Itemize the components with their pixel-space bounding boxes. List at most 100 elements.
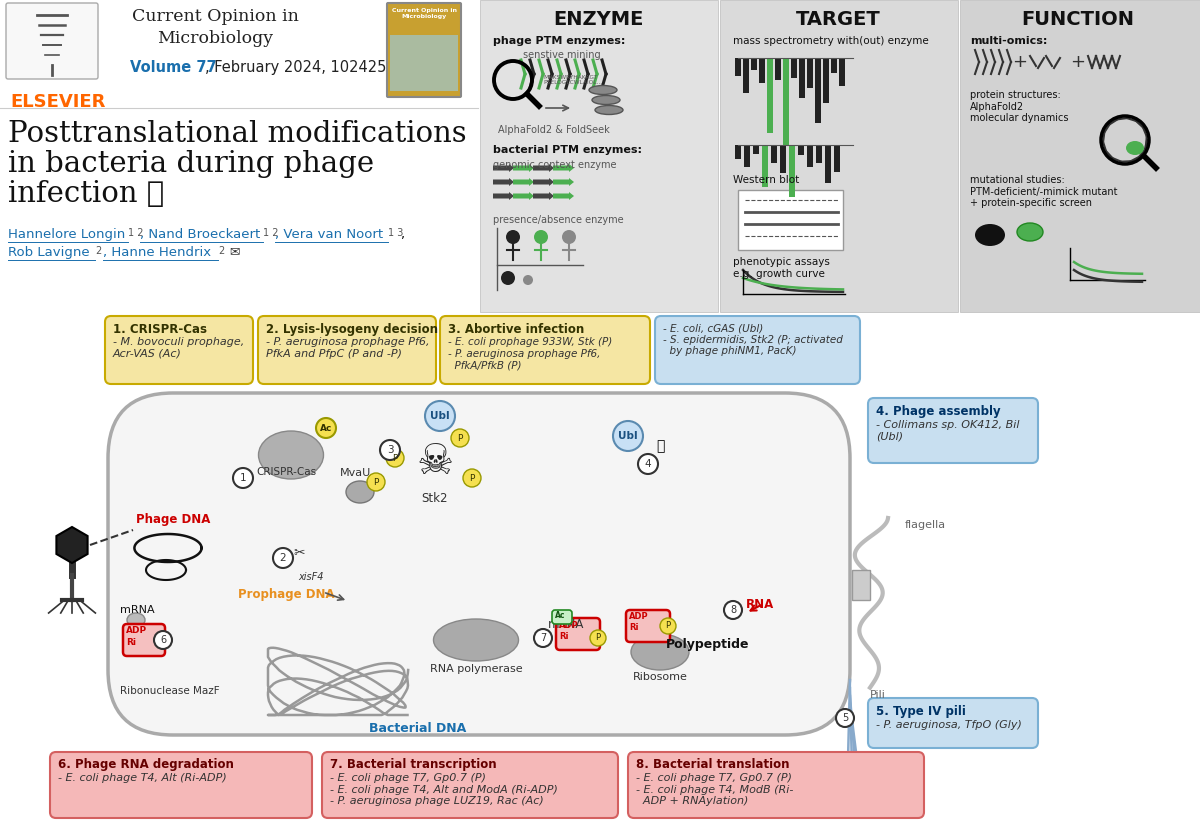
Text: mass spectrometry with(out) enzyme: mass spectrometry with(out) enzyme [733,36,929,46]
Text: P: P [392,453,397,463]
Bar [738,190,842,250]
Text: , Nand Broeckaert: , Nand Broeckaert [140,228,260,241]
Bar [808,58,812,88]
Bar [826,145,830,183]
Text: RNA: RNA [746,598,774,611]
Text: Ac: Ac [554,611,565,620]
FancyBboxPatch shape [6,3,98,79]
Text: ENZYME: ENZYME [553,10,643,29]
Text: Bacterial DNA: Bacterial DNA [370,722,467,735]
Polygon shape [480,0,718,312]
FancyBboxPatch shape [868,698,1038,748]
Text: Ac: Ac [320,424,332,433]
FancyArrow shape [553,192,574,200]
Circle shape [534,230,548,244]
Circle shape [367,473,385,491]
Text: CRISPR-Cas: CRISPR-Cas [256,467,316,477]
Bar [798,145,804,155]
Text: ✉: ✉ [226,246,240,259]
Text: - E. coli phage T7, Gp0.7 (P)
- E. coli phage T4, ModB (Ri-
  ADP + RNAylation): - E. coli phage T7, Gp0.7 (P) - E. coli … [636,773,793,807]
FancyArrow shape [533,178,554,186]
FancyBboxPatch shape [556,618,600,650]
Bar [816,145,822,163]
Text: Polypeptide: Polypeptide [666,638,750,651]
Circle shape [534,629,552,647]
Text: Current Opinion in
Microbiology: Current Opinion in Microbiology [391,8,456,19]
Circle shape [463,469,481,487]
Text: - E. coli phage T4, Alt (Ri-ADP): - E. coli phage T4, Alt (Ri-ADP) [58,773,227,783]
Text: mRNA: mRNA [548,618,584,631]
Text: protein structures:
AlphaFold2
molecular dynamics: protein structures: AlphaFold2 molecular… [970,90,1068,123]
Bar [852,570,870,600]
FancyBboxPatch shape [552,610,572,624]
FancyBboxPatch shape [628,752,924,818]
Ellipse shape [433,619,518,661]
FancyBboxPatch shape [258,316,436,384]
Circle shape [638,454,658,474]
Text: Ubl: Ubl [618,431,638,441]
Text: ✂: ✂ [293,546,305,560]
FancyArrow shape [493,178,514,186]
Text: Posttranslational modifications: Posttranslational modifications [8,120,467,148]
Bar [834,145,840,172]
Text: , February 2024, 102425: , February 2024, 102425 [205,60,386,75]
Text: Volume 77: Volume 77 [130,60,217,75]
Text: 4: 4 [644,459,652,469]
Text: Phage DNA: Phage DNA [136,513,210,526]
Text: P: P [373,477,379,486]
Text: Hannelore Longin: Hannelore Longin [8,228,125,241]
Text: 5. Type IV pili: 5. Type IV pili [876,705,966,718]
Circle shape [425,401,455,431]
FancyArrow shape [553,178,574,186]
Polygon shape [720,0,958,312]
Circle shape [660,618,676,634]
Text: flagella: flagella [905,520,946,530]
Ellipse shape [974,224,1006,246]
Text: 1 2: 1 2 [263,228,278,238]
Text: ADP: ADP [629,612,649,621]
Text: ADP: ADP [559,621,578,630]
Circle shape [523,275,533,285]
Bar [823,58,829,103]
Text: +: + [1070,53,1086,71]
Ellipse shape [258,431,324,479]
Circle shape [724,601,742,619]
Text: - E. coli, cGAS (Ubl)
- S. epidermidis, Stk2 (P; activated
  by phage phiNM1, Pa: - E. coli, cGAS (Ubl) - S. epidermidis, … [662,323,842,356]
Text: 2. Lysis-lysogeny decision: 2. Lysis-lysogeny decision [266,323,438,336]
Text: RNA polymerase: RNA polymerase [430,664,522,674]
Text: Ri: Ri [126,638,136,647]
Text: MvaU: MvaU [340,468,371,478]
Bar [760,58,764,83]
Text: ELSEVIER: ELSEVIER [10,93,106,111]
Bar [734,145,742,159]
Text: MNKSWRYHAKAGT
PSELOGLCWLAIOL...: MNKSWRYHAKAGT PSELOGLCWLAIOL... [542,75,602,86]
Text: multi-omics:: multi-omics: [970,36,1048,46]
FancyBboxPatch shape [322,752,618,818]
Bar [772,145,778,163]
Ellipse shape [589,86,617,95]
Text: Ubl: Ubl [430,411,450,421]
Text: - M. bovoculi prophage,
Acr-VAS (Ac): - M. bovoculi prophage, Acr-VAS (Ac) [113,337,245,359]
Text: in bacteria during phage: in bacteria during phage [8,150,374,178]
FancyBboxPatch shape [106,316,253,384]
Text: 1 3: 1 3 [388,228,403,238]
Text: FUNCTION: FUNCTION [1021,10,1134,29]
Text: - P. aeruginosa, TfpO (Gly): - P. aeruginosa, TfpO (Gly) [876,720,1022,730]
FancyArrow shape [514,178,534,186]
Bar [775,58,781,80]
Circle shape [274,548,293,568]
FancyArrow shape [533,192,554,200]
Text: ADP: ADP [126,626,148,635]
Ellipse shape [1126,141,1144,155]
Text: Current Opinion in: Current Opinion in [132,8,299,25]
Text: 6. Phage RNA degradation: 6. Phage RNA degradation [58,758,234,771]
Text: ,: , [400,228,404,241]
Text: 5: 5 [842,713,848,723]
Bar [736,58,740,76]
Text: - Collimans sp. OK412, Bil
(Ubl): - Collimans sp. OK412, Bil (Ubl) [876,420,1020,442]
Text: AlphaFold2 & FoldSeek: AlphaFold2 & FoldSeek [498,125,610,135]
Bar [743,58,749,93]
Text: P: P [595,634,600,643]
Circle shape [590,630,606,646]
Circle shape [386,449,404,467]
